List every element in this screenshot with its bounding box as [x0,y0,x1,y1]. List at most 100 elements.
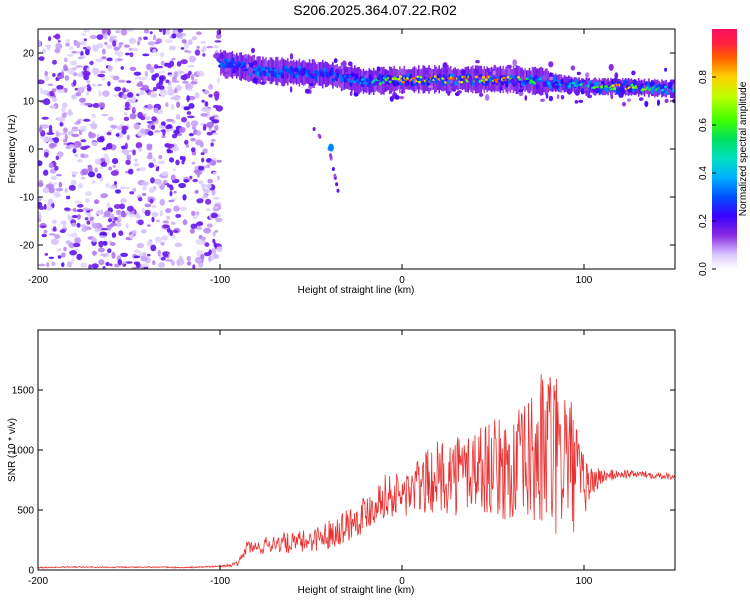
heatmap-cell [495,80,499,84]
heatmap-cell [195,139,203,146]
heatmap-cell [87,165,93,173]
heatmap-cell [656,88,661,94]
heatmap-cell [129,191,135,195]
heatmap-cell [144,209,151,217]
heatmap-cell [400,68,405,75]
heatmap-cell [141,229,147,234]
heatmap-cell [586,94,593,99]
heatmap-cell [195,238,203,245]
heatmap-cell [97,73,106,78]
heatmap-cell [113,94,119,97]
heatmap-cell [650,87,655,94]
heatmap-cell [213,53,221,59]
heatmap-cell [398,75,403,78]
heatmap-cell [213,45,219,49]
heatmap-cell [59,121,63,127]
heatmap-cell [384,70,389,74]
heatmap-cell [395,81,400,86]
heatmap-cell [145,116,151,121]
heatmap-cell [162,179,168,184]
heatmap-cell [475,59,480,64]
heatmap-cell [81,168,89,176]
heatmap-cell [284,59,286,84]
heatmap-cell [500,81,505,86]
heatmap-cell [195,226,203,230]
heatmap-cell [553,75,557,82]
heatmap-cell [155,168,160,172]
heatmap-cell [52,73,56,77]
heatmap-cell [134,158,138,162]
heatmap-cell [570,65,576,71]
heatmap-cell [208,94,213,98]
heatmap-cell [185,121,191,129]
heatmap-cell [630,83,634,87]
heatmap-cell [96,34,104,40]
heatmap-cell [429,70,434,75]
heatmap-cell [206,131,213,136]
heatmap-cell [83,38,88,42]
heatmap-cell [170,174,176,181]
heatmap-cell [167,64,172,69]
heatmap-cell [99,253,108,257]
chart-title: S206.2025.364.07.22.R02 [293,2,457,18]
heatmap-cell [56,173,62,177]
heatmap-cell [499,86,503,91]
heatmap-cell [195,222,202,226]
heatmap-cell [136,40,141,46]
heatmap-cell [664,98,669,103]
heatmap-cell [162,224,170,229]
heatmap-cell [348,74,352,78]
heatmap-cell [193,169,201,174]
heatmap-cell [139,167,146,172]
heatmap-cell [50,238,59,245]
heatmap-cell [397,77,401,81]
heatmap-cell [81,33,87,36]
heatmap-cell [156,38,162,44]
heatmap-cell [175,159,180,166]
heatmap-cell [149,31,153,35]
heatmap-cell [46,205,53,211]
heatmap-cell [91,113,96,118]
heatmap-cell [189,228,195,234]
heatmap-cell [218,60,222,64]
heatmap-cell [549,73,551,91]
heatmap-cell [94,158,102,165]
heatmap-cell [133,71,142,76]
heatmap-cell [44,70,48,77]
heatmap-cell [161,171,169,176]
heatmap-cell [343,65,348,73]
heatmap-cell [574,100,579,104]
heatmap-cell [478,73,483,78]
heatmap-cell [128,213,136,218]
heatmap-cell [353,92,359,97]
heatmap-cell [83,118,91,122]
heatmap-cell [135,142,143,149]
heatmap-cell [173,129,181,134]
heatmap-cell [233,54,235,77]
heatmap-cell [138,92,145,95]
heatmap-cell [241,65,245,69]
heatmap-cell [114,59,119,63]
heatmap-cell [123,151,130,156]
heatmap-cell [232,68,237,74]
heatmap-cell [422,65,424,94]
heatmap-cell [186,95,190,102]
heatmap-cell [336,74,340,78]
heatmap-cell [548,95,554,102]
heatmap-cell [171,133,178,139]
heatmap-cell [224,73,229,79]
heatmap-cell [140,255,148,262]
heatmap-cell [187,83,194,89]
heatmap-cell [38,79,45,85]
y-tick-label: -10 [20,193,35,204]
colorbar-ticks: 0.0 0.2 0.4 0.6 0.8 [698,70,716,276]
heatmap-cell [182,156,186,162]
heatmap-cell [106,143,113,150]
heatmap-cell [48,136,53,141]
heatmap-cell [270,75,274,82]
heatmap-cell [169,190,173,197]
heatmap-cell [419,76,423,79]
heatmap-cell [348,66,350,90]
heatmap-cell [85,90,90,96]
